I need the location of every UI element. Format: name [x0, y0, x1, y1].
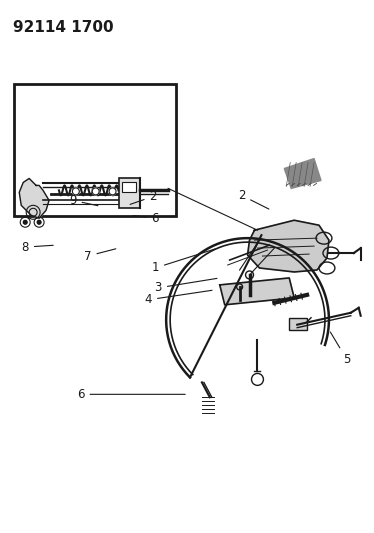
Text: 8: 8: [22, 240, 53, 254]
Text: 7: 7: [84, 249, 116, 263]
Text: 6: 6: [77, 388, 185, 401]
Circle shape: [24, 221, 27, 224]
Bar: [14, 84, 176, 216]
Text: 9: 9: [69, 194, 98, 207]
Text: 92114 1700: 92114 1700: [12, 20, 113, 35]
Bar: [122, 182, 137, 192]
Bar: [289, 318, 307, 330]
Text: 3: 3: [154, 278, 217, 294]
Polygon shape: [284, 158, 321, 188]
Text: 2: 2: [238, 189, 269, 209]
Text: 6: 6: [133, 212, 159, 225]
Text: 2: 2: [130, 190, 157, 205]
Circle shape: [92, 188, 99, 195]
Circle shape: [38, 221, 41, 224]
Circle shape: [72, 188, 79, 195]
Text: 5: 5: [330, 332, 350, 366]
Polygon shape: [248, 220, 329, 272]
Polygon shape: [19, 179, 49, 218]
Polygon shape: [220, 278, 294, 305]
Text: 1: 1: [151, 249, 215, 274]
Bar: [119, 179, 140, 208]
Text: 4: 4: [144, 290, 212, 306]
Circle shape: [109, 188, 116, 195]
